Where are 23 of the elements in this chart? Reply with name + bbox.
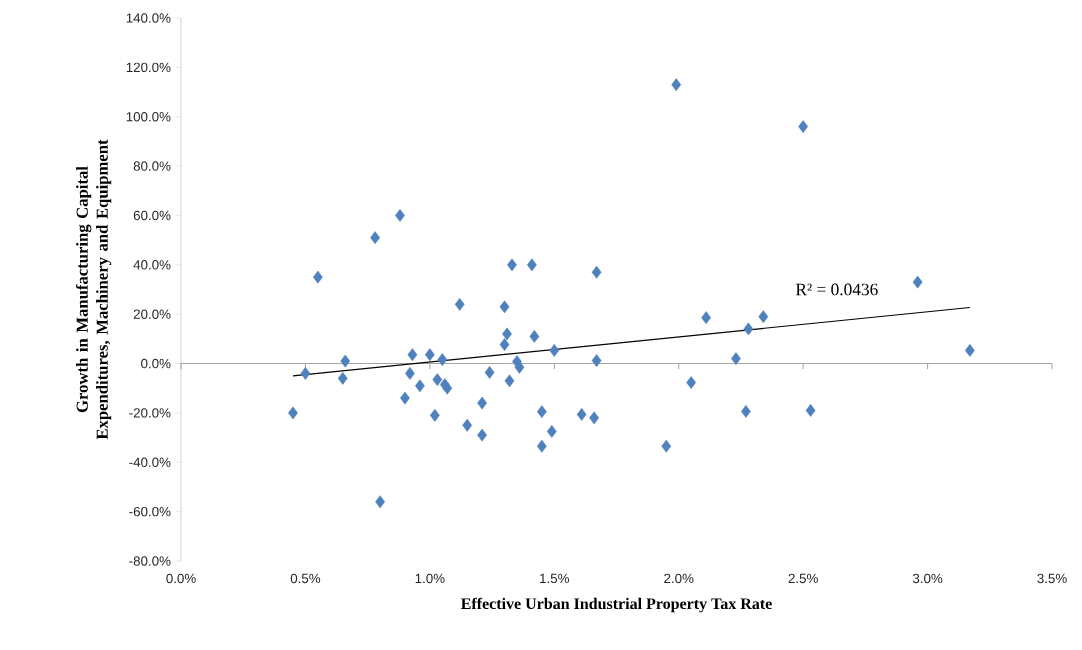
x-tick-label: 3.5% xyxy=(1037,573,1067,584)
y-tick-label: 100.0% xyxy=(126,112,171,122)
y-tick-label: 0.0% xyxy=(141,358,171,369)
y-axis-title: Growth in Manufacturing Capital Expenditures, Machinery and Equipment xyxy=(75,139,112,440)
x-tick-label: 0.0% xyxy=(166,573,196,584)
x-tick-label: 2.5% xyxy=(788,573,818,584)
x-tick-label: 2.0% xyxy=(664,573,694,584)
x-tick-label: 3.0% xyxy=(912,573,943,584)
y-tick-label: 60.0% xyxy=(133,210,171,221)
y-tick-label: -40.0% xyxy=(129,457,171,467)
y-tick-label: 80.0% xyxy=(133,161,171,171)
y-tick-label: -60.0% xyxy=(129,506,171,517)
x-tick-label: 1.5% xyxy=(540,573,570,584)
y-tick-label: -20.0% xyxy=(129,408,171,418)
x-tick-label: 1.0% xyxy=(415,573,445,584)
y-tick-label: 40.0% xyxy=(133,260,171,270)
y-tick-label: 20.0% xyxy=(133,309,171,319)
x-tick-label: 0.5% xyxy=(290,573,321,584)
y-tick-label: 120.0% xyxy=(126,62,171,73)
y-tick-label: 140.0% xyxy=(126,13,171,23)
annotation: R² = 0.0436 xyxy=(795,283,878,296)
y-tick-label: -80.0% xyxy=(129,556,171,566)
x-axis-title: Effective Urban Industrial Property Tax Rate xyxy=(461,597,772,613)
